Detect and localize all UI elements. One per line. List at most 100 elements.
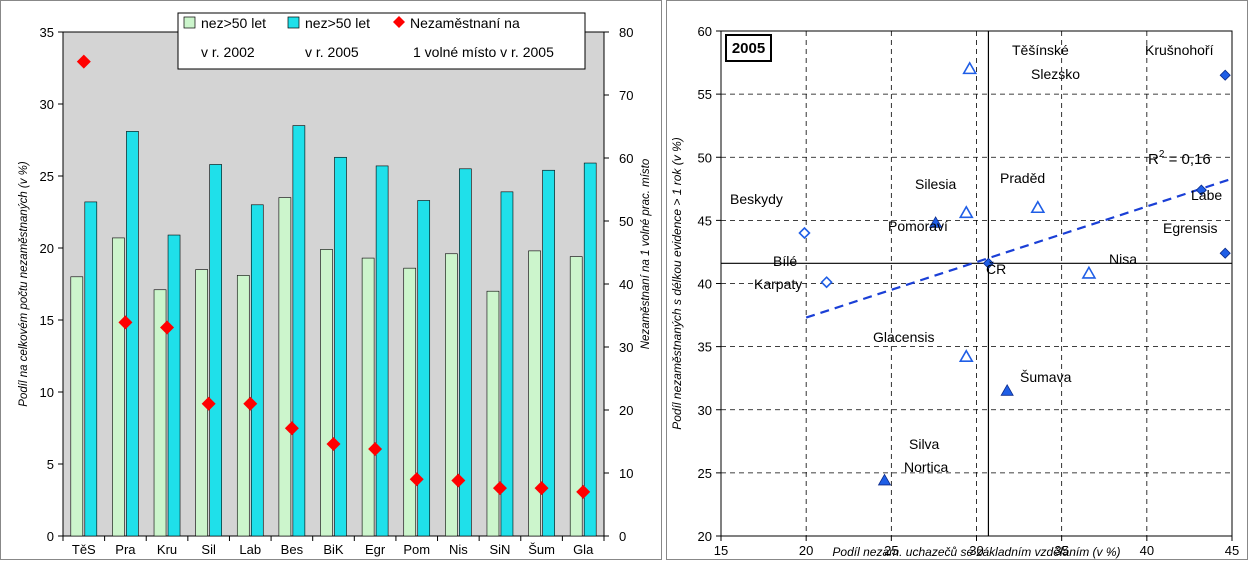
x-tick-label: Nis <box>449 542 468 557</box>
bar-2005 <box>167 234 181 537</box>
bar-2005 <box>126 131 139 537</box>
point-label: Praděd <box>1000 170 1045 186</box>
point-label: Glacensis <box>873 329 934 345</box>
bar-2005 <box>500 191 514 537</box>
bar-2005 <box>334 156 347 537</box>
y2-tick-label: 40 <box>619 277 633 292</box>
r-squared-label: R2 = 0,16 <box>1148 149 1211 168</box>
point-marker <box>1195 184 1207 196</box>
x-tick-label: Egr <box>365 542 386 557</box>
x-tick-label: SiN <box>489 542 510 557</box>
y-tick-label: 20 <box>40 241 54 256</box>
point-label: Silva <box>909 436 940 452</box>
point-marker <box>1030 200 1046 214</box>
bar-2005 <box>583 162 597 537</box>
legend: nez>50 let v r. 2002 nez>50 let v r. 2005 Ne… <box>177 12 586 70</box>
y-tick-label: 35 <box>40 25 54 40</box>
ratio-marker <box>118 315 133 330</box>
point-marker <box>798 226 811 240</box>
y-tick-label: 55 <box>698 87 712 102</box>
point-label: Egrensis <box>1163 220 1217 236</box>
x-tick-label: Pra <box>115 542 136 557</box>
legend-label: 1 volné místo v r. 2005 <box>413 44 554 60</box>
point-marker <box>877 473 892 486</box>
y-tick-label: 45 <box>698 213 712 228</box>
y2-tick-label: 20 <box>619 403 633 418</box>
point-label: Labe <box>1191 187 1222 203</box>
ratio-marker <box>451 473 466 488</box>
year-title-box <box>725 34 772 62</box>
x-tick-label: 40 <box>1140 543 1154 558</box>
ratio-marker <box>76 54 91 69</box>
legend-box <box>177 12 586 70</box>
ratio-marker <box>368 442 383 457</box>
bar-2005 <box>209 164 222 537</box>
bar-2002 <box>569 256 583 537</box>
y-tick-label: 30 <box>40 97 54 112</box>
x-tick-label: Sil <box>201 542 216 557</box>
bar-2002 <box>486 290 500 537</box>
y2-axis-title: Nezaměstnaní na 1 volné prac. místo <box>640 158 652 349</box>
x-tick-label: Bes <box>281 542 304 557</box>
bar-2005 <box>84 201 98 537</box>
x-tick-label: BiK <box>323 542 344 557</box>
y2-tick-label: 60 <box>619 151 633 166</box>
legend-label: Nezaměstnaní na <box>410 15 520 31</box>
legend-label: v r. 2002 <box>201 44 255 60</box>
bar-2002 <box>153 289 167 537</box>
y-tick-label: 35 <box>698 340 712 355</box>
y2-tick-label: 70 <box>619 88 633 103</box>
bar-2005 <box>375 165 389 537</box>
ratio-marker <box>326 437 341 452</box>
y-tick-label: 5 <box>47 457 54 472</box>
ratio-marker <box>201 396 216 411</box>
point-marker <box>962 61 978 75</box>
x-tick-label: 35 <box>1054 543 1068 558</box>
x-tick-label: Lab <box>239 542 261 557</box>
y-tick-label: 40 <box>698 277 712 292</box>
x-tick-label: Šum <box>528 542 555 557</box>
point-marker <box>982 257 994 269</box>
bar-chart: 0 5 10 15 20 25 30 35 0 10 20 30 40 50 60 70 80 TěS Pra Kru… <box>18 12 652 557</box>
legend-swatch <box>287 16 300 29</box>
point-label: Šumava <box>1020 369 1072 385</box>
x-tick-label: 25 <box>884 543 898 558</box>
ratio-marker <box>534 481 549 496</box>
point-label: Těšínské <box>1012 42 1069 58</box>
point-label: Slezsko <box>1031 66 1080 82</box>
bar-2005 <box>417 200 431 537</box>
plot-area <box>62 31 605 537</box>
bar-2005 <box>250 204 264 537</box>
ratio-marker <box>284 421 299 436</box>
x-tick-label: Gla <box>573 542 594 557</box>
point-marker <box>1219 247 1231 259</box>
ratio-marker <box>409 472 424 487</box>
point-label: Krušnohoří <box>1145 42 1214 58</box>
x-tick-label: 15 <box>714 543 728 558</box>
x-tick-label: Pom <box>403 542 430 557</box>
point-marker <box>958 349 974 363</box>
point-marker <box>820 276 833 289</box>
y2-tick-label: 30 <box>619 340 633 355</box>
y-tick-label: 30 <box>698 403 712 418</box>
ratio-marker <box>243 396 258 411</box>
y-tick-label: 60 <box>698 24 712 39</box>
y-tick-label: 20 <box>698 529 712 544</box>
y2-tick-label: 50 <box>619 214 633 229</box>
point-label: Karpaty <box>754 276 802 292</box>
legend-swatch <box>393 16 405 28</box>
ratio-marker <box>160 320 175 335</box>
x-tick-label: TěS <box>72 542 96 557</box>
legend-swatch <box>183 16 196 29</box>
legend-label: v r. 2005 <box>305 44 359 60</box>
chart-title: 2005 <box>732 40 765 57</box>
bar-2002 <box>445 253 458 537</box>
y2-tick-label: 80 <box>619 25 633 40</box>
bar-2002 <box>112 237 125 537</box>
bar-2002 <box>278 197 292 537</box>
point-marker <box>1219 69 1231 81</box>
point-marker <box>928 216 943 228</box>
x-tick-label: 30 <box>969 543 983 558</box>
bar-2002 <box>70 276 84 537</box>
